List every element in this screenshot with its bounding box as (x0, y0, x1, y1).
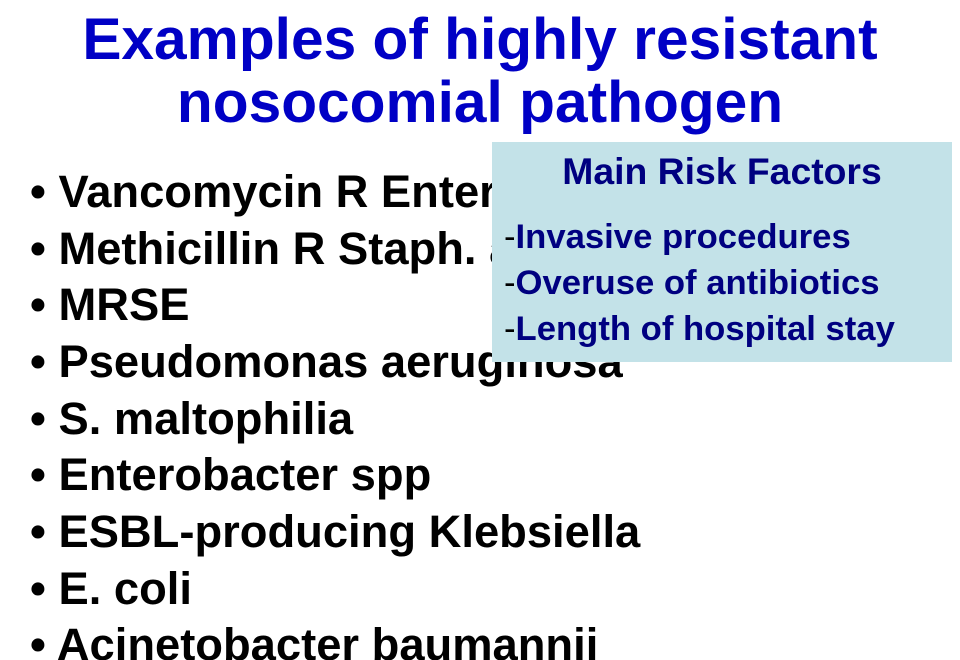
list-item: S. maltophilia (30, 391, 930, 448)
callout-item: -Invasive procedures (504, 215, 940, 261)
list-item: E. coli (30, 561, 930, 618)
dash-icon: - (504, 310, 516, 348)
slide: Examples of highly resistant nosocomial … (0, 0, 960, 660)
callout-item: -Length of hospital stay (504, 307, 940, 353)
dash-icon: - (504, 264, 516, 302)
callout-item-text: Length of hospital stay (516, 310, 895, 348)
callout-item-text: Invasive procedures (516, 218, 851, 256)
slide-title: Examples of highly resistant nosocomial … (0, 8, 960, 135)
callout-heading-text: Main Risk Factors (562, 150, 881, 192)
risk-factors-callout: Main Risk Factors -Invasive procedures -… (492, 142, 952, 362)
callout-item-text: Overuse of antibiotics (516, 264, 880, 302)
callout-item: -Overuse of antibiotics (504, 261, 940, 307)
list-item: Acinetobacter baumannii (30, 617, 930, 660)
callout-heading: Main Risk Factors (504, 150, 940, 193)
title-line-2: nosocomial pathogen (177, 70, 783, 135)
list-item: Enterobacter spp (30, 447, 930, 504)
title-line-1: Examples of highly resistant (82, 7, 877, 72)
dash-icon: - (504, 218, 516, 256)
list-item: ESBL-producing Klebsiella (30, 504, 930, 561)
